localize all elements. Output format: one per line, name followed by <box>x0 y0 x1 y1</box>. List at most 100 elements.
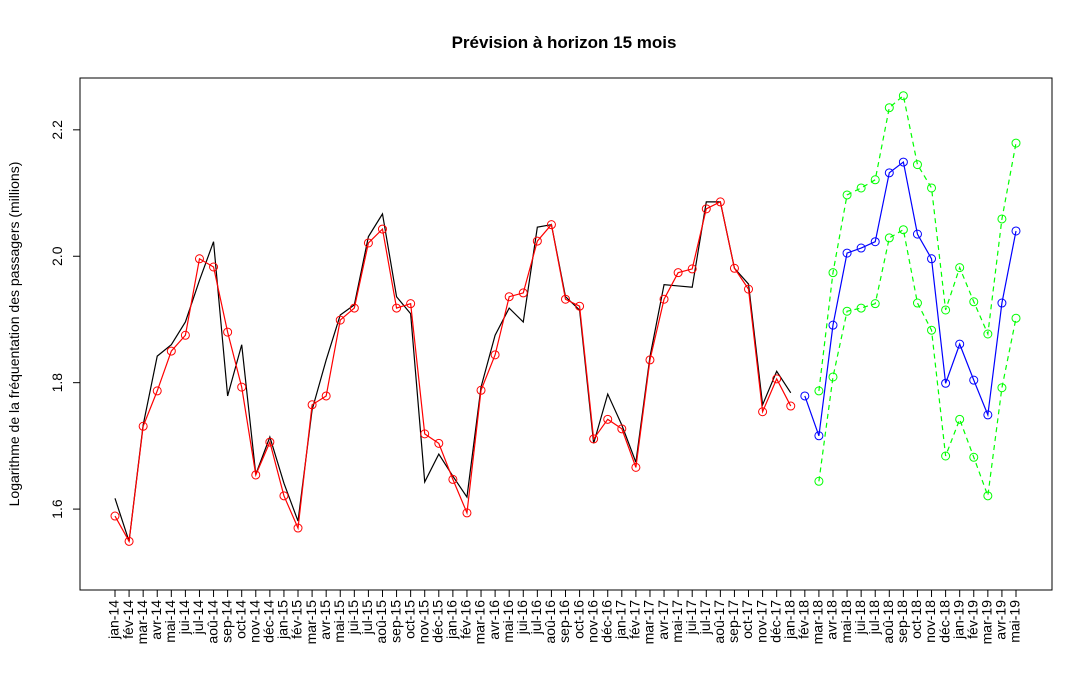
series-point <box>898 91 908 101</box>
series-point <box>983 491 993 501</box>
series-line <box>818 94 1017 391</box>
series-point <box>335 315 345 325</box>
series-point <box>997 214 1007 224</box>
series-point <box>983 329 993 339</box>
series-point <box>912 229 922 239</box>
x-tick-label: jan-18 <box>781 600 797 640</box>
x-tick-label: aoû-18 <box>880 600 896 644</box>
series-line <box>114 201 792 544</box>
series-point <box>744 284 754 294</box>
x-tick-label: mai-17 <box>669 600 685 643</box>
x-tick-label: sep-14 <box>218 600 234 643</box>
series-point <box>814 431 824 441</box>
series-point <box>392 303 402 313</box>
series-point <box>870 175 880 185</box>
series-point <box>180 330 190 340</box>
x-tick-label: nov-16 <box>584 600 600 643</box>
y-tick-label: 2.2 <box>49 120 65 140</box>
series-point <box>758 407 768 417</box>
x-tick-label: avr-17 <box>655 600 671 640</box>
series-point <box>955 339 965 349</box>
series-point <box>856 183 866 193</box>
series-point <box>927 325 937 335</box>
x-tick-label: déc-14 <box>261 600 277 643</box>
x-tick-label: oct-15 <box>401 600 417 639</box>
x-tick-label: mai-14 <box>162 600 178 643</box>
series-point <box>898 225 908 235</box>
series-line <box>818 228 1017 497</box>
series-point <box>138 421 148 431</box>
series-point <box>603 414 613 424</box>
series-point <box>786 401 796 411</box>
series-point <box>617 424 627 434</box>
series-point <box>420 429 430 439</box>
series-point <box>870 299 880 309</box>
x-tick-label: déc-17 <box>767 600 783 643</box>
series-point <box>828 320 838 330</box>
series-line <box>114 201 792 542</box>
series-point <box>969 297 979 307</box>
x-tick-label: jui-18 <box>852 600 868 635</box>
plot-frame <box>79 77 1053 591</box>
series-point <box>265 437 275 447</box>
series-point <box>884 168 894 178</box>
series-point <box>490 350 500 360</box>
series-point <box>152 386 162 396</box>
series-point <box>828 372 838 382</box>
series-point <box>518 288 528 298</box>
y-tick-label: 1.8 <box>49 373 65 393</box>
x-tick-label: aoû-17 <box>711 600 727 644</box>
series-point <box>969 375 979 385</box>
series-point <box>870 237 880 247</box>
x-tick-label: sep-15 <box>387 600 403 643</box>
y-tick-label: 2.0 <box>49 246 65 266</box>
x-tick-label: nov-18 <box>922 600 938 643</box>
series-point <box>631 462 641 472</box>
y-axis-label: Logarithme de la fréquentation des passa… <box>6 162 22 507</box>
series-point <box>927 183 937 193</box>
series-point <box>406 299 416 309</box>
series-point <box>687 264 697 274</box>
series-point <box>209 262 219 272</box>
series-point <box>321 391 331 401</box>
x-tick-label: fév-16 <box>458 600 474 639</box>
series-point <box>814 476 824 486</box>
x-tick-label: sep-17 <box>725 600 741 643</box>
x-tick-label: mar-17 <box>641 600 657 645</box>
series-point <box>941 305 951 315</box>
series-point <box>349 303 359 313</box>
x-tick-label: sep-16 <box>556 600 572 643</box>
series-point <box>898 157 908 167</box>
x-tick-label: sep-18 <box>894 600 910 643</box>
series-point <box>561 294 570 304</box>
series-point <box>589 434 599 444</box>
series-point <box>476 385 486 395</box>
series-point <box>124 536 134 546</box>
x-tick-label: avr-15 <box>317 600 333 640</box>
series-point <box>828 268 838 278</box>
x-tick-label: avr-14 <box>148 600 164 640</box>
x-tick-label: jul-16 <box>528 600 544 635</box>
x-tick-label: mai-16 <box>500 600 516 643</box>
series-point <box>279 491 289 501</box>
series-point <box>377 224 387 234</box>
x-tick-label: déc-16 <box>598 600 614 643</box>
series-point <box>194 254 204 264</box>
series-point <box>927 254 937 264</box>
series-point <box>912 160 922 170</box>
x-tick-label: oct-14 <box>232 600 248 639</box>
series-point <box>462 508 472 518</box>
series-point <box>997 298 1007 308</box>
series-point <box>293 523 303 533</box>
x-tick-label: nov-15 <box>415 600 431 643</box>
x-tick-label: fév-18 <box>796 600 812 639</box>
series-point <box>772 374 782 384</box>
series-point <box>673 268 683 278</box>
x-tick-label: aoû-15 <box>373 600 389 644</box>
x-tick-label: mai-15 <box>331 600 347 643</box>
series-point <box>1011 138 1021 148</box>
x-tick-label: fév-14 <box>120 600 136 639</box>
series-point <box>842 190 852 200</box>
series-point <box>884 103 894 113</box>
series-point <box>969 452 979 462</box>
